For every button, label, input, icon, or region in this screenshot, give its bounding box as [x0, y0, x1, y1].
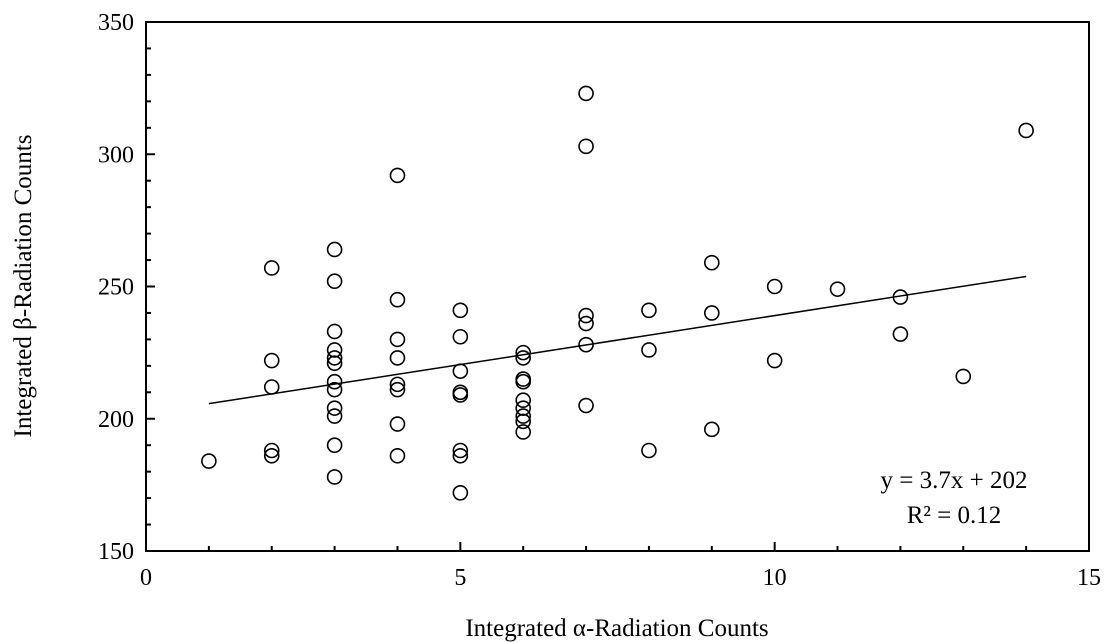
- data-point: [641, 302, 657, 319]
- data-point: [892, 326, 909, 342]
- data-point: [578, 315, 594, 332]
- data-point: [389, 291, 406, 308]
- data-point: [955, 368, 972, 385]
- data-point: [263, 352, 280, 369]
- data-point: [326, 323, 343, 340]
- data-point: [452, 363, 469, 379]
- data-point: [263, 260, 280, 276]
- y-axis: 150 200 250 300 350: [98, 10, 155, 565]
- data-point: [515, 424, 532, 440]
- data-point: [326, 408, 343, 424]
- data-point: [452, 485, 469, 501]
- data-point: [703, 254, 720, 271]
- x-tick-label: 10: [763, 565, 787, 591]
- data-point: [578, 307, 594, 324]
- data-point: [578, 397, 594, 414]
- data-point: [452, 447, 469, 464]
- x-tick-label: 15: [1077, 565, 1101, 591]
- y-tick-label: 350: [98, 10, 134, 36]
- y-tick-label: 150: [98, 539, 134, 565]
- data-point: [515, 344, 532, 361]
- data-point: [515, 408, 532, 424]
- data-point: [201, 453, 217, 469]
- data-point: [515, 350, 532, 366]
- y-axis-title: Integrated β-Radiation Counts: [10, 135, 37, 438]
- data-point: [452, 302, 469, 319]
- data-point: [326, 437, 343, 454]
- r-squared-label: R² = 0.12: [907, 502, 1002, 529]
- data-point: [263, 447, 280, 464]
- data-point: [326, 342, 343, 358]
- data-point: [389, 331, 406, 348]
- data-point: [578, 85, 594, 102]
- data-point: [515, 392, 532, 409]
- data-point: [892, 289, 909, 305]
- x-tick-label: 0: [140, 565, 152, 591]
- data-point: [326, 373, 343, 390]
- data-point: [703, 421, 720, 438]
- data-point: [641, 442, 657, 459]
- trendline: [208, 275, 1027, 405]
- data-point: [326, 400, 343, 416]
- x-axis-title: Integrated α-Radiation Counts: [465, 615, 768, 642]
- data-point: [641, 342, 657, 358]
- data-points: [201, 85, 1034, 501]
- data-point: [389, 350, 406, 366]
- trendline-group: [208, 275, 1027, 405]
- data-point: [766, 352, 783, 369]
- data-point: [326, 241, 343, 258]
- data-point: [263, 379, 280, 395]
- data-point: [326, 381, 343, 398]
- data-point: [515, 373, 532, 390]
- data-point: [389, 416, 406, 432]
- data-point: [326, 350, 343, 366]
- data-point: [389, 376, 406, 393]
- data-point: [829, 281, 846, 297]
- x-axis: 0 5 10 15: [140, 542, 1101, 591]
- data-point: [389, 447, 406, 464]
- x-tick-label: 5: [454, 565, 466, 591]
- data-point: [578, 336, 594, 353]
- data-point: [263, 442, 280, 459]
- data-point: [326, 273, 343, 290]
- data-point: [326, 355, 343, 372]
- regression-equation: y = 3.7x + 202: [881, 467, 1028, 494]
- data-point: [452, 442, 469, 459]
- data-point: [515, 400, 532, 416]
- data-point: [703, 305, 720, 321]
- data-point: [389, 381, 406, 398]
- data-point: [452, 387, 469, 403]
- data-point: [389, 167, 406, 184]
- y-tick-label: 300: [98, 142, 134, 168]
- data-point: [766, 278, 783, 295]
- data-point: [515, 413, 532, 430]
- y-tick-label: 250: [98, 275, 134, 301]
- data-point: [1018, 122, 1034, 139]
- y-tick-label: 200: [98, 407, 134, 433]
- data-point: [578, 138, 594, 155]
- data-point: [452, 328, 469, 345]
- data-point: [326, 469, 343, 485]
